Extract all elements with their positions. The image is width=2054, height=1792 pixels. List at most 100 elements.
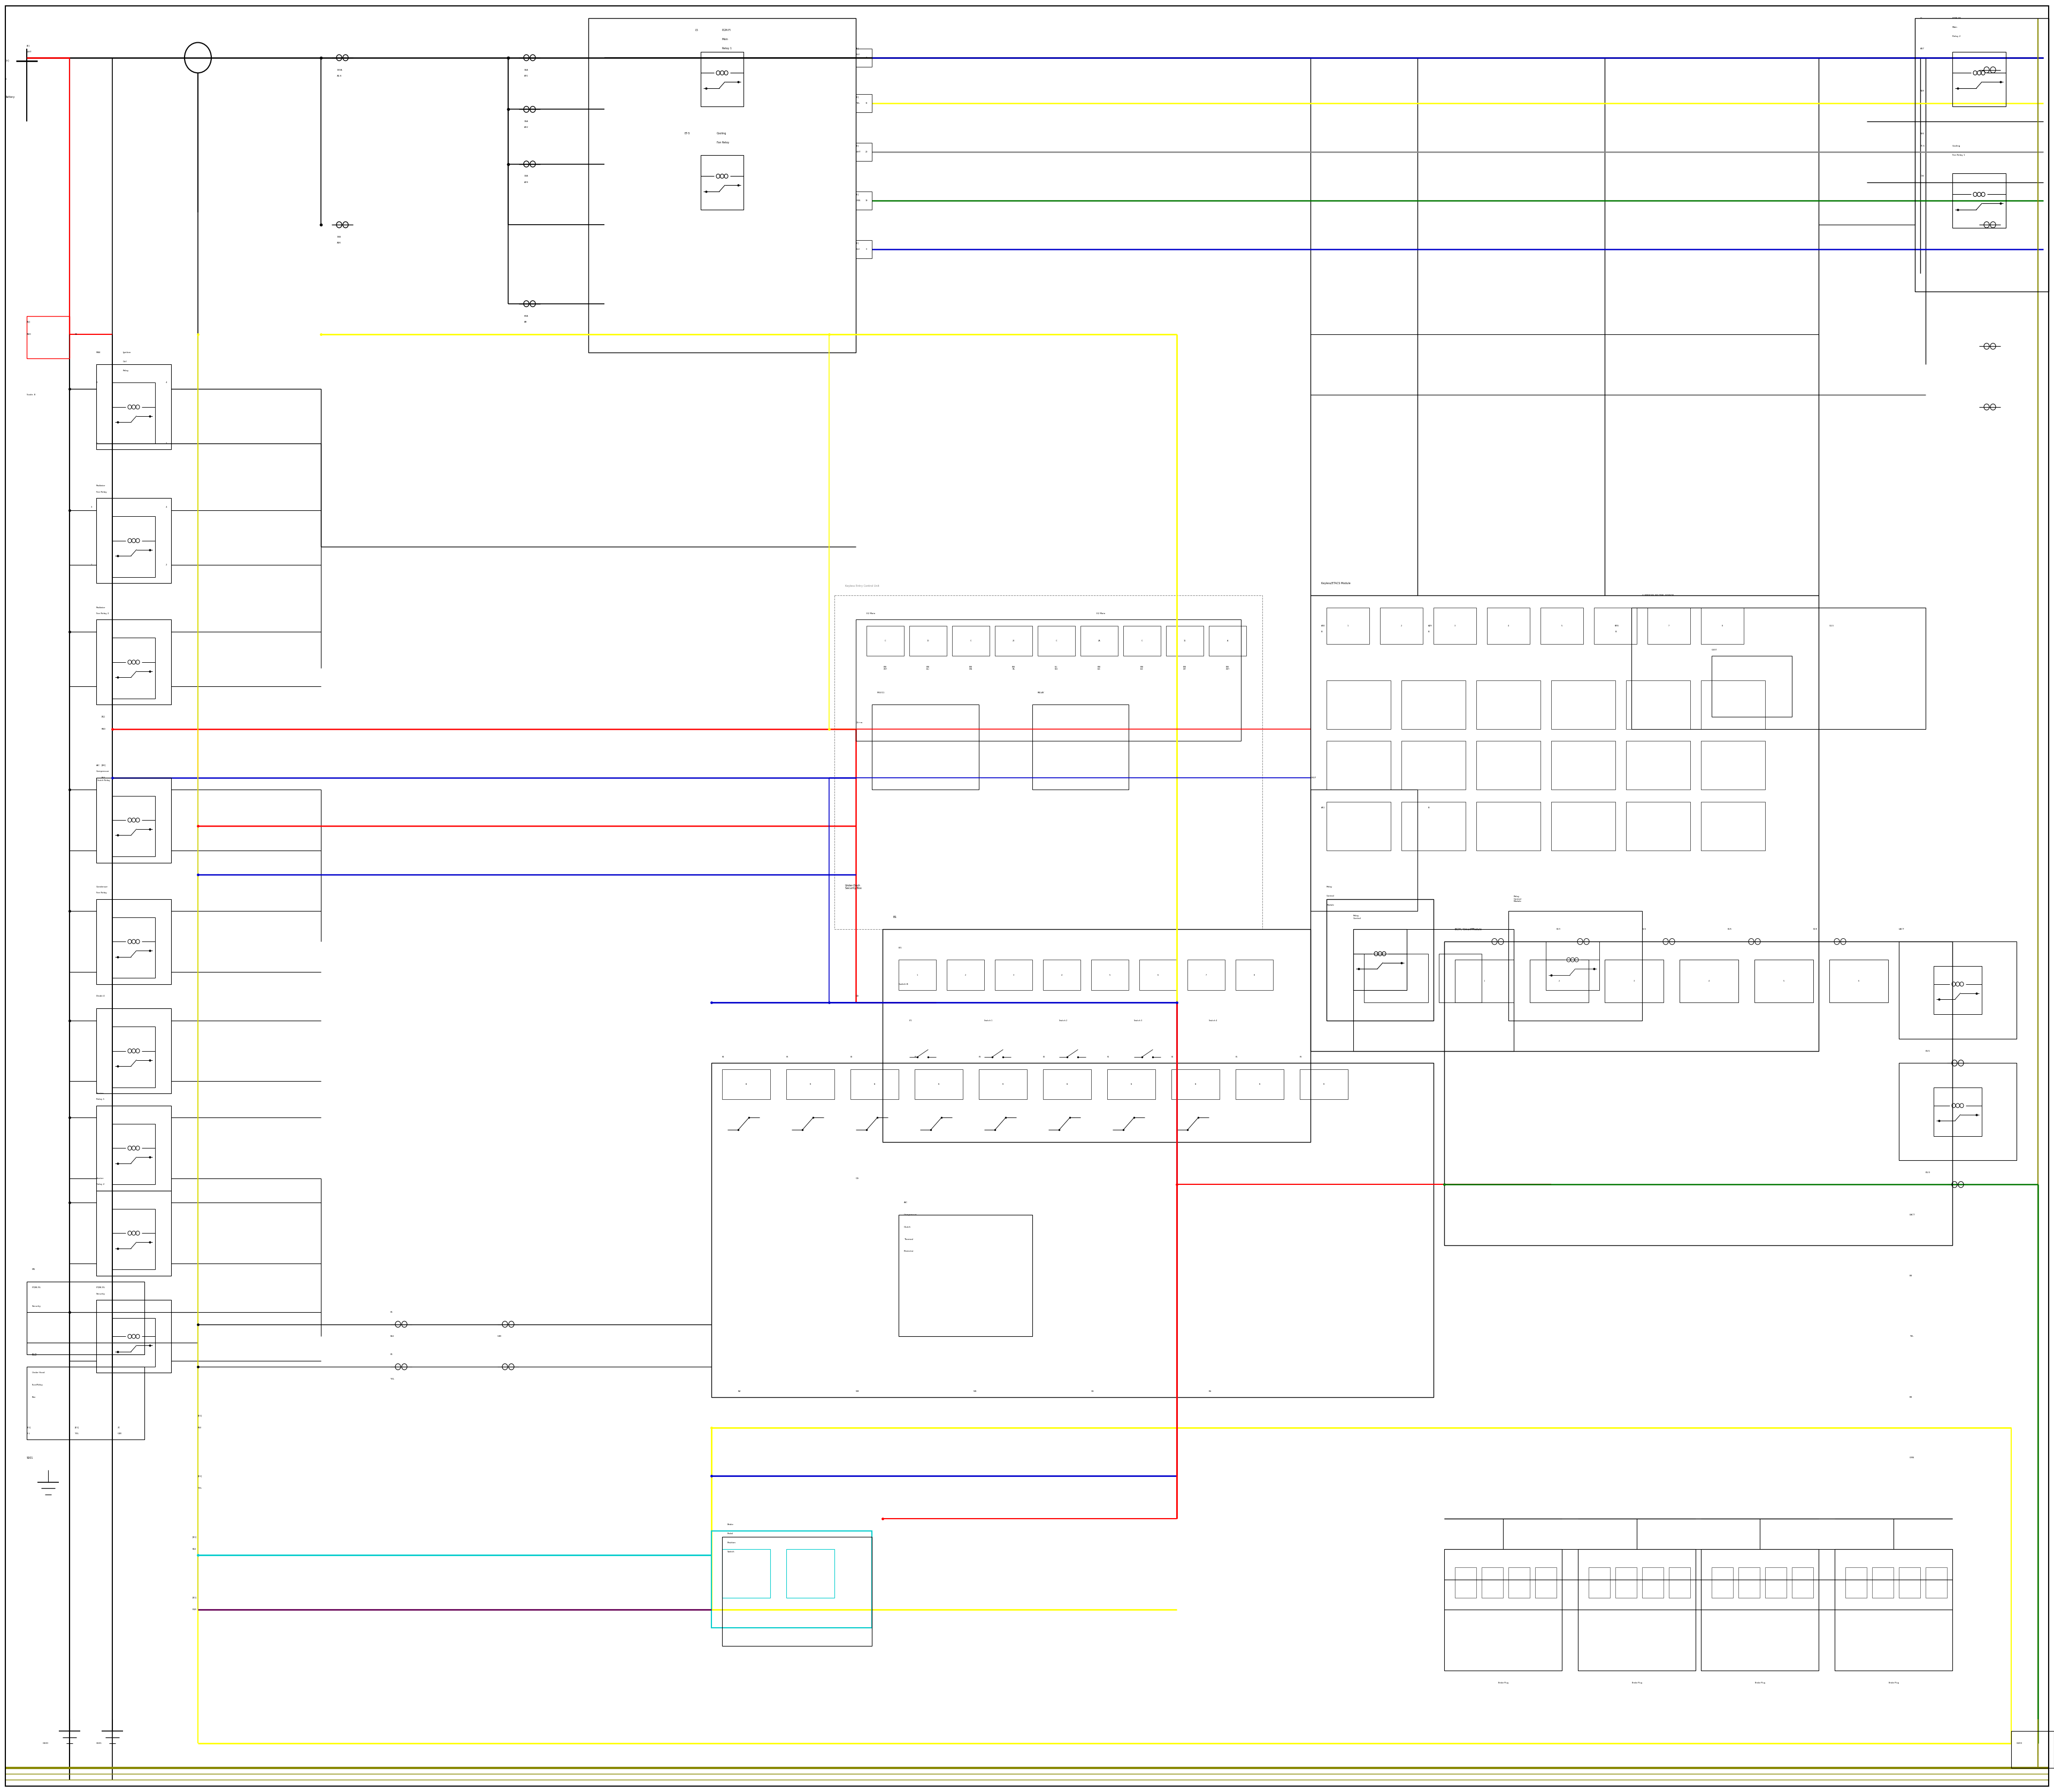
Bar <box>1187 961 1224 991</box>
Text: [E]: [E] <box>857 48 859 50</box>
Text: BLU: BLU <box>390 1335 394 1337</box>
Bar <box>113 918 156 978</box>
Bar <box>97 498 170 582</box>
Text: BCM / Smart Module: BCM / Smart Module <box>1454 928 1481 930</box>
Bar <box>1477 801 1540 851</box>
Text: M5: M5 <box>33 1269 35 1271</box>
Bar <box>1354 930 1407 991</box>
Bar <box>1534 1568 1557 1598</box>
Text: G200: G200 <box>2017 1742 2023 1744</box>
Bar <box>1310 790 1417 910</box>
Bar <box>1680 961 1738 1002</box>
Text: YEL: YEL <box>857 102 861 104</box>
Bar <box>1508 1568 1530 1598</box>
Text: P2: P2 <box>1043 1055 1045 1057</box>
Text: E2 Main: E2 Main <box>1097 613 1105 615</box>
Bar <box>1327 900 1434 1020</box>
Text: C4-5: C4-5 <box>1830 625 1834 627</box>
Text: Fuse/Relay: Fuse/Relay <box>33 1383 43 1385</box>
Text: BLU: BLU <box>857 247 861 251</box>
Text: BLU: BLU <box>193 1548 197 1550</box>
Text: E2 Main: E2 Main <box>867 613 875 615</box>
Text: BLU: BLU <box>857 54 861 56</box>
Text: P1: P1 <box>1107 1055 1109 1057</box>
Bar <box>1631 607 1927 729</box>
Bar <box>1327 607 1370 643</box>
Text: Position: Position <box>727 1541 735 1545</box>
Bar <box>1627 742 1690 790</box>
Bar <box>1210 625 1247 656</box>
Text: BRB
WHT: BRB WHT <box>883 667 887 670</box>
Text: [EK]: [EK] <box>101 765 107 767</box>
Text: A51: A51 <box>1321 806 1325 808</box>
Bar <box>97 620 170 704</box>
Bar <box>113 796 156 857</box>
Text: GRN: GRN <box>1910 1457 1914 1459</box>
Text: [E]: [E] <box>857 242 859 244</box>
Text: 10A: 10A <box>524 176 528 177</box>
Bar <box>1477 742 1540 790</box>
Bar <box>1701 742 1764 790</box>
Text: 100A: 100A <box>337 68 343 72</box>
Bar <box>1701 1548 1818 1670</box>
Text: Control: Control <box>1327 894 1335 898</box>
Bar <box>857 95 871 113</box>
Text: Condenser: Condenser <box>97 885 109 889</box>
Bar <box>1124 625 1161 656</box>
Bar <box>711 1530 871 1627</box>
Text: Relay: Relay <box>1327 885 1333 889</box>
Text: Switch: Switch <box>727 1552 735 1554</box>
Bar <box>1037 625 1074 656</box>
Text: BRB
BLU: BRB BLU <box>926 667 930 670</box>
Bar <box>1401 742 1467 790</box>
Bar <box>1953 174 2007 228</box>
Text: BRB
CRN: BRB CRN <box>969 667 972 670</box>
Bar <box>1614 1568 1637 1598</box>
Text: Switch B: Switch B <box>900 984 908 986</box>
Bar <box>900 961 937 991</box>
Text: C2i: C2i <box>857 995 859 998</box>
Text: Fan Relay 1: Fan Relay 1 <box>1953 154 1966 156</box>
Text: A29: A29 <box>524 181 528 183</box>
Text: P3: P3 <box>980 1055 982 1057</box>
Text: Fan Relay 2: Fan Relay 2 <box>97 613 109 615</box>
Text: Radiator: Radiator <box>97 486 105 487</box>
Bar <box>994 961 1033 991</box>
Bar <box>1033 704 1128 790</box>
Text: Keyless Entry Control Unit: Keyless Entry Control Unit <box>844 584 879 588</box>
Text: Under Hood: Under Hood <box>33 1373 45 1374</box>
Text: 12: 12 <box>865 102 867 104</box>
Text: P3: P3 <box>1300 1055 1302 1057</box>
Text: Coil: Coil <box>123 360 127 362</box>
Bar <box>1481 1568 1504 1598</box>
Text: E1: E1 <box>390 1312 392 1314</box>
Bar <box>1140 961 1177 991</box>
Text: P2: P2 <box>850 1055 852 1057</box>
Bar <box>1764 1568 1787 1598</box>
Bar <box>1668 1568 1690 1598</box>
Text: B1: B1 <box>893 916 898 919</box>
Bar <box>1701 607 1744 643</box>
Bar <box>113 516 156 577</box>
Text: E1/4: E1/4 <box>1641 928 1647 930</box>
Text: [EJ]: [EJ] <box>101 715 105 719</box>
Bar <box>97 1009 170 1093</box>
Bar <box>1627 681 1690 729</box>
Text: BRB
BLK: BRB BLK <box>1140 667 1144 670</box>
Text: A17: A17 <box>1920 48 1925 50</box>
Bar <box>27 315 70 358</box>
Bar <box>711 1063 1434 1398</box>
Bar <box>97 364 170 450</box>
Text: BLU: BLU <box>101 776 105 778</box>
Bar <box>1711 1568 1734 1598</box>
Text: WHT: WHT <box>857 151 861 152</box>
Text: M44: M44 <box>97 351 101 353</box>
Text: P1: P1 <box>1237 1055 1239 1057</box>
Text: RED: RED <box>101 728 107 729</box>
Text: Main: Main <box>723 38 729 41</box>
Text: Protector: Protector <box>904 1251 914 1253</box>
Text: A9: A9 <box>524 321 528 323</box>
Text: P1: P1 <box>914 1055 916 1057</box>
Text: Clutch Relay: Clutch Relay <box>97 780 111 781</box>
Bar <box>1444 1548 1561 1670</box>
